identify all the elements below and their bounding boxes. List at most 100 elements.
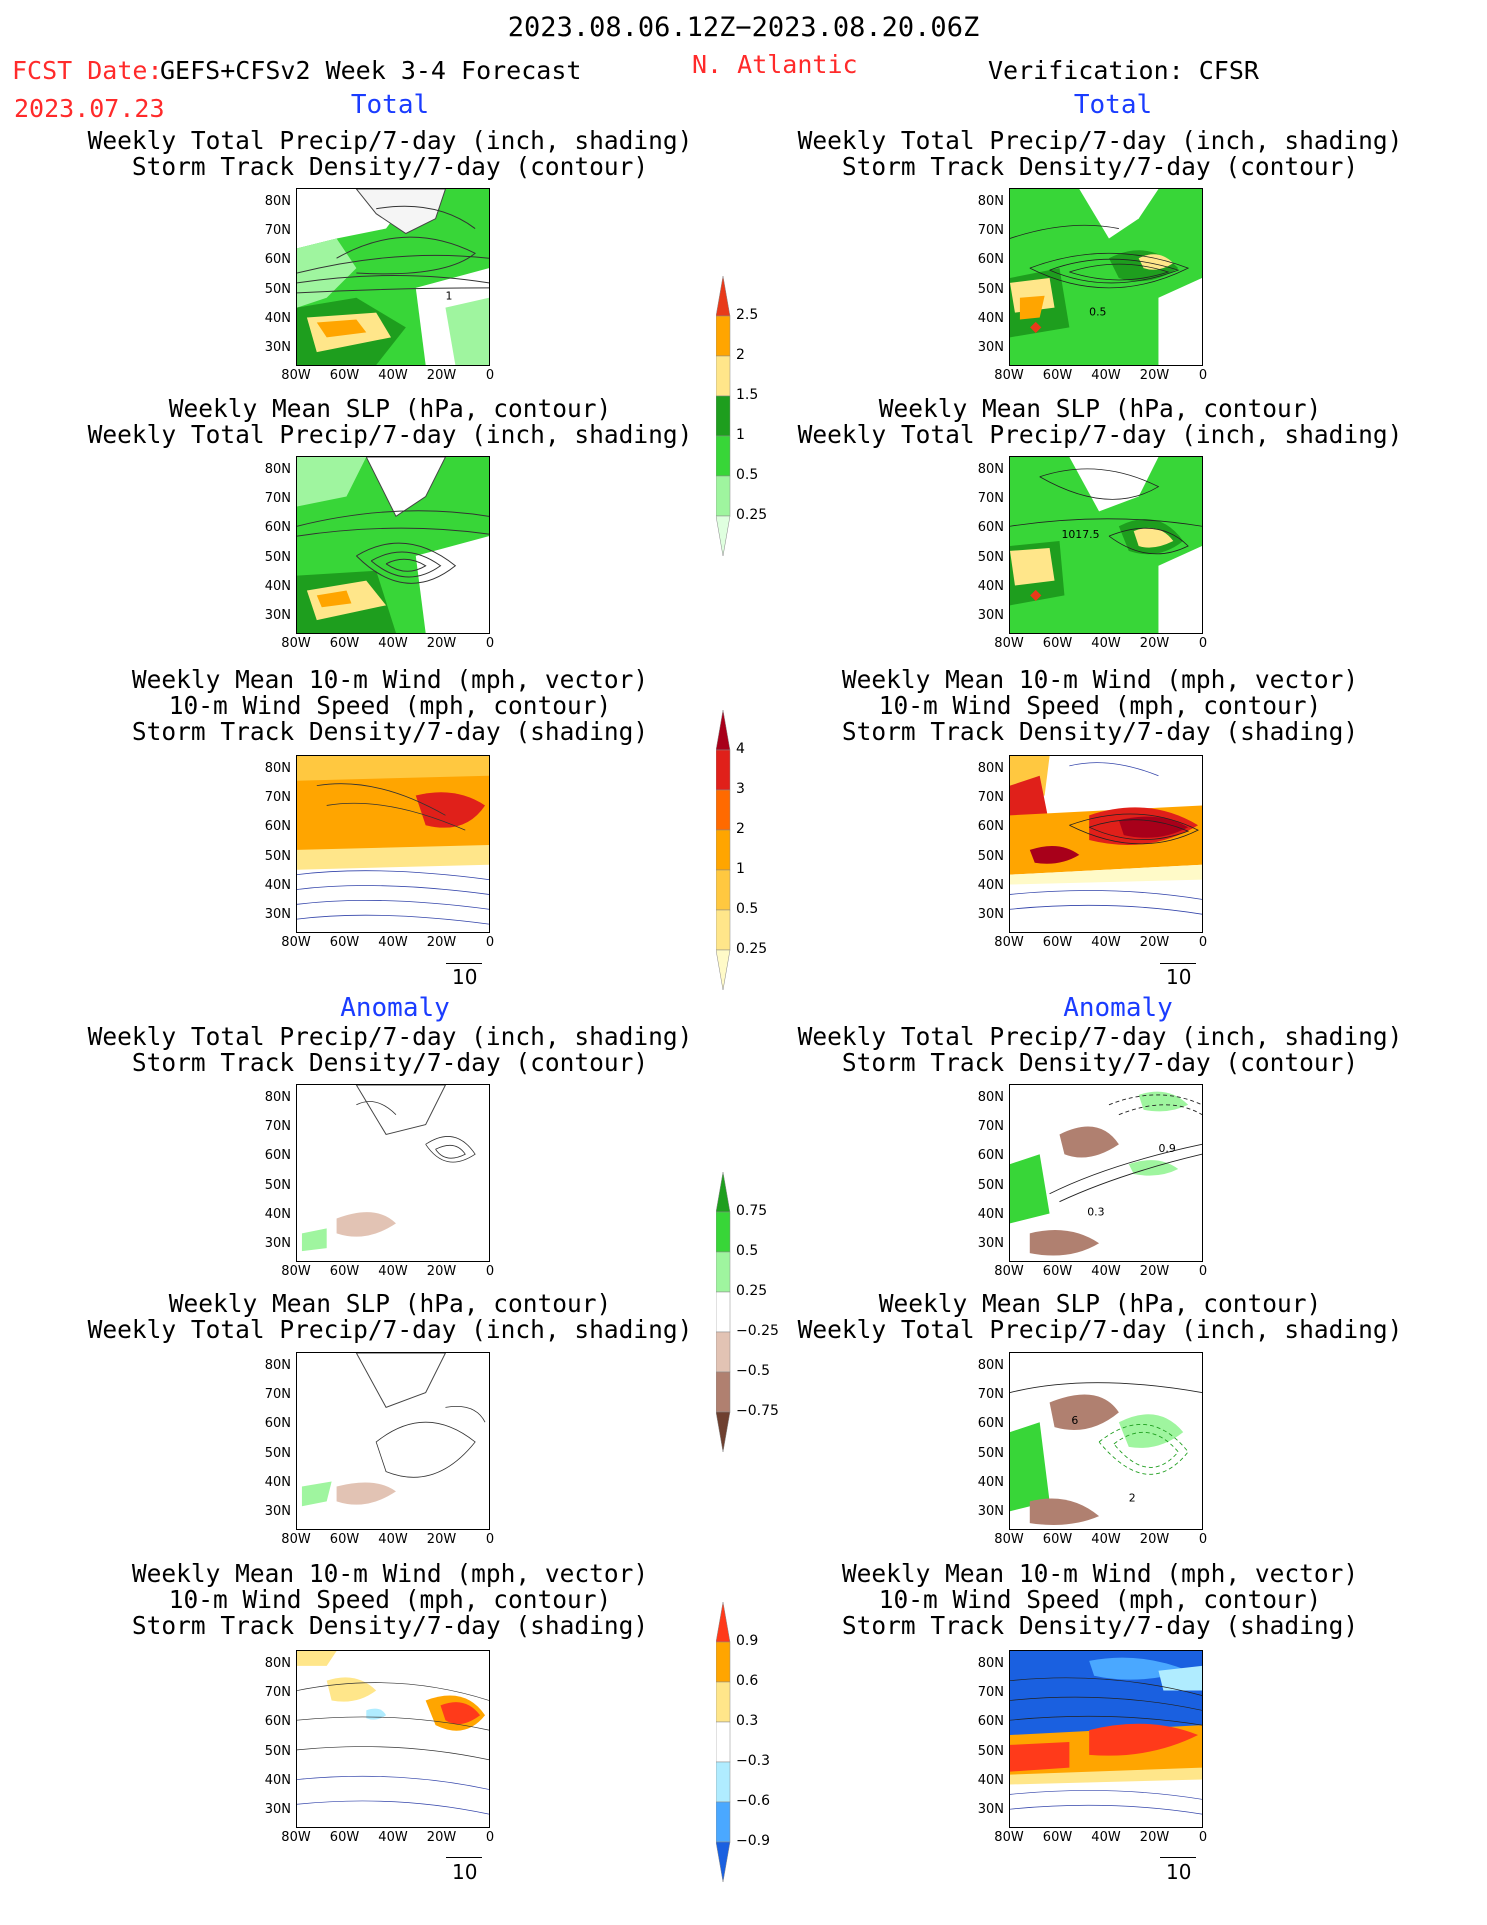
vector-ref-arrow-right2 <box>1160 1857 1196 1858</box>
lon-tick-label: 40W <box>1091 1264 1121 1279</box>
lat-tick-label: 40N <box>977 1474 1004 1490</box>
svg-text:2: 2 <box>1129 1491 1136 1504</box>
colorbar-segment <box>715 1411 731 1453</box>
panel2-right-title-line1: Weekly Mean SLP (hPa, contour) <box>878 394 1322 423</box>
panel3-right-title-line3: Storm Track Density/7-day (shading) <box>841 717 1359 746</box>
panel2-left-map <box>296 456 490 634</box>
vector-ref-left2: 10 <box>452 1860 478 1884</box>
colorbar-segment <box>715 749 731 791</box>
panel2-right-map: 1017.5 <box>1009 456 1203 634</box>
lon-tick-label: 20W <box>1139 368 1170 383</box>
lat-tick-label: 60N <box>264 1148 291 1164</box>
lon-tick-label: 80W <box>994 1532 1024 1547</box>
lon-tick-label: 0 <box>485 368 495 383</box>
lon-tick-label: 20W <box>426 368 457 383</box>
lon-tick-label: 60W <box>1042 1264 1073 1279</box>
panel1-right-title-line1: Weekly Total Precip/7-day (inch, shading… <box>797 126 1403 155</box>
lat-tick-label: 50N <box>977 1743 1004 1759</box>
lat-tick-label: 50N <box>264 1743 291 1759</box>
lon-tick-label: 0 <box>485 1830 495 1845</box>
panel6-right-title: Weekly Mean 10-m Wind (mph, vector) 10-m… <box>770 1561 1430 1639</box>
colorbar-label: 4 <box>736 741 745 757</box>
panel4-right-title-line1: Weekly Total Precip/7-day (inch, shading… <box>797 1022 1403 1051</box>
lat-tick-label: 70N <box>264 1119 291 1135</box>
lat-tick-label: 60N <box>264 520 291 536</box>
colorbar-segment <box>715 1801 731 1843</box>
svg-text:1: 1 <box>445 290 452 303</box>
panel5-right-title-line1: Weekly Mean SLP (hPa, contour) <box>878 1289 1322 1318</box>
colorbar-segment <box>715 909 731 951</box>
lon-tick-label: 40W <box>378 368 408 383</box>
lon-tick-label: 60W <box>329 1532 360 1547</box>
panel3-left-title: Weekly Mean 10-m Wind (mph, vector) 10-m… <box>60 667 720 745</box>
lon-tick-label: 40W <box>1091 1532 1121 1547</box>
panel5-left-title: Weekly Mean SLP (hPa, contour) Weekly To… <box>60 1291 720 1343</box>
panel3-right-map <box>1009 755 1203 933</box>
lat-tick-label: 30N <box>977 1236 1004 1251</box>
section-anomaly-left: Anomaly <box>340 993 450 1023</box>
panel5-left-title-line1: Weekly Mean SLP (hPa, contour) <box>168 1289 612 1318</box>
lat-tick-label: 80N <box>977 1358 1004 1373</box>
lat-tick-label: 30N <box>977 1504 1004 1519</box>
panel6-right-map <box>1009 1650 1203 1828</box>
colorbar-label: 1 <box>736 427 745 443</box>
panel2-left-title: Weekly Mean SLP (hPa, contour) Weekly To… <box>60 396 720 448</box>
colorbar-segment <box>715 515 731 557</box>
panel4-right-title: Weekly Total Precip/7-day (inch, shading… <box>770 1024 1430 1076</box>
lat-tick-label: 50N <box>264 1445 291 1461</box>
colorbar-label: 2 <box>736 347 745 363</box>
lat-tick-label: 70N <box>264 223 291 239</box>
lat-tick-label: 60N <box>977 1416 1004 1432</box>
panel3-right-title: Weekly Mean 10-m Wind (mph, vector) 10-m… <box>770 667 1430 745</box>
lat-tick-label: 60N <box>977 819 1004 835</box>
lon-tick-label: 40W <box>1091 368 1121 383</box>
lat-tick-label: 80N <box>264 462 291 477</box>
lon-tick-label: 80W <box>281 368 311 383</box>
colorbar-label: 1 <box>736 861 745 877</box>
lat-tick-label: 80N <box>977 462 1004 477</box>
lat-tick-label: 70N <box>264 1387 291 1403</box>
panel3-left-title-line1: Weekly Mean 10-m Wind (mph, vector) <box>131 665 649 694</box>
colorbar-segment <box>715 1761 731 1803</box>
lat-tick-label: 30N <box>264 1236 291 1251</box>
panel1-right-map: 0.5 <box>1009 188 1203 366</box>
lat-tick-label: 40N <box>264 1474 291 1490</box>
lat-tick-label: 70N <box>977 223 1004 239</box>
lon-tick-label: 20W <box>426 1830 457 1845</box>
colorbar-segment <box>715 1841 731 1883</box>
lat-tick-label: 80N <box>264 1656 291 1671</box>
colorbar-label: −0.3 <box>736 1753 770 1769</box>
colorbar-segment <box>715 789 731 831</box>
lon-tick-label: 80W <box>994 1264 1024 1279</box>
lat-tick-label: 60N <box>264 819 291 835</box>
lon-tick-label: 80W <box>281 1264 311 1279</box>
lon-tick-label: 40W <box>1091 935 1121 950</box>
lat-tick-label: 40N <box>264 310 291 326</box>
lat-tick-label: 60N <box>977 1714 1004 1730</box>
colorbar-label: 0.6 <box>736 1673 759 1689</box>
colorbar-label: −0.75 <box>736 1403 779 1419</box>
lon-tick-label: 0 <box>485 935 495 950</box>
lon-tick-label: 20W <box>426 1532 457 1547</box>
fcst-date: 2023.07.23 <box>14 94 165 123</box>
lat-tick-label: 80N <box>977 194 1004 209</box>
lat-tick-label: 80N <box>264 761 291 776</box>
lat-tick-label: 70N <box>977 491 1004 507</box>
colorbar-segment <box>715 1331 731 1373</box>
lon-tick-label: 0 <box>1198 1532 1208 1547</box>
lon-tick-label: 20W <box>1139 636 1170 651</box>
vector-ref-left1: 10 <box>452 965 478 989</box>
colorbar-segment <box>715 1641 731 1683</box>
colorbar-segment <box>715 1601 731 1643</box>
section-total-left: Total <box>350 90 430 120</box>
colorbar-label: 0.9 <box>736 1633 759 1649</box>
colorbar-segment <box>715 1251 731 1293</box>
lon-tick-label: 0 <box>485 636 495 651</box>
lat-tick-label: 60N <box>264 1416 291 1432</box>
lat-tick-label: 30N <box>264 1504 291 1519</box>
colorbar-label: 0.5 <box>736 901 759 917</box>
panel2-right-title-line2: Weekly Total Precip/7-day (inch, shading… <box>797 420 1403 449</box>
lat-tick-label: 40N <box>977 578 1004 594</box>
lon-tick-label: 80W <box>994 368 1024 383</box>
lat-tick-label: 70N <box>264 790 291 806</box>
